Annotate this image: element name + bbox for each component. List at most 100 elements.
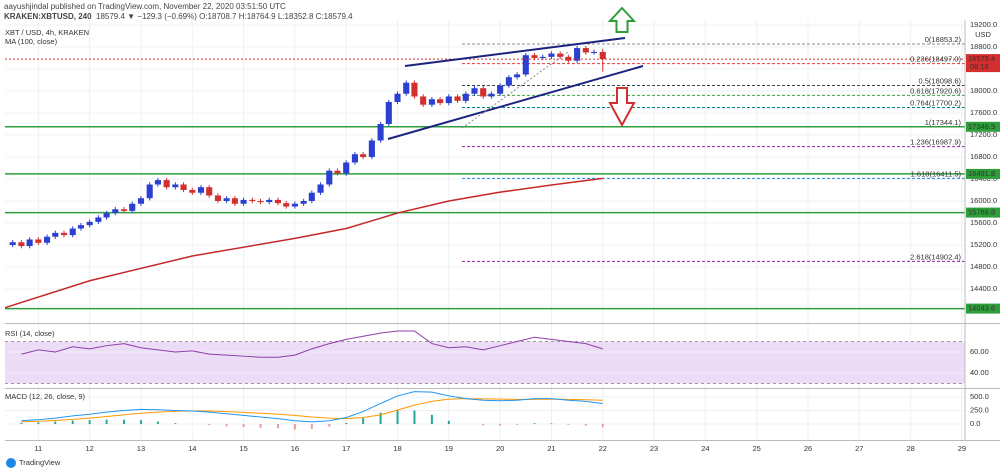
- histogram-bar: [276, 424, 279, 429]
- candle-body: [154, 180, 161, 185]
- fib-label: 0.236(18497.0): [910, 55, 961, 64]
- candle-body: [411, 82, 418, 97]
- published-line: aayushjindal published on TradingView.co…: [4, 2, 286, 11]
- signal-line: [21, 398, 603, 423]
- histogram-bar: [533, 423, 536, 425]
- histogram-bar: [123, 419, 126, 425]
- fib-trend-line: [461, 51, 569, 129]
- x-tick-label: 22: [599, 444, 607, 453]
- macd-line: [21, 391, 603, 423]
- candle-body: [428, 99, 435, 105]
- candle-body: [557, 53, 564, 57]
- symbol: KRAKEN:XBTUSD, 240: [4, 12, 92, 21]
- histogram-bar: [259, 424, 262, 428]
- candle-body: [223, 198, 230, 201]
- candle-body: [590, 51, 598, 53]
- currency-unit: USD: [975, 30, 991, 39]
- candle-body: [308, 192, 315, 201]
- y-tick-label: 40.00: [970, 368, 989, 377]
- histogram-bar: [328, 424, 331, 427]
- macd-title: MACD (12, 26, close, 9): [5, 392, 86, 401]
- candle-body: [9, 242, 16, 245]
- candle-body: [462, 93, 469, 101]
- y-tick-label: 14400.0: [970, 284, 997, 293]
- candle-body: [240, 199, 247, 204]
- x-tick-label: 13: [137, 444, 145, 453]
- histogram-bar: [174, 423, 177, 425]
- y-tick-label: 60.00: [970, 347, 989, 356]
- x-tick-label: 29: [958, 444, 966, 453]
- y-tick-label: 19200.0: [970, 20, 997, 29]
- candle-body: [351, 154, 358, 163]
- candle-body: [454, 96, 461, 101]
- countdown: 08:16: [970, 62, 989, 71]
- y-tick-label: 15200.0: [970, 240, 997, 249]
- candle-body: [420, 96, 427, 105]
- candle-body: [257, 200, 264, 203]
- candle-body: [582, 48, 589, 53]
- candle-body: [522, 55, 529, 75]
- grid: [5, 20, 965, 440]
- logo-icon: [6, 458, 16, 468]
- histogram-bar: [293, 424, 296, 430]
- candle-body: [172, 184, 179, 188]
- histogram-bar: [139, 420, 142, 425]
- last-price-box: [966, 54, 1000, 73]
- histogram-bar: [37, 422, 40, 425]
- candle-body: [146, 184, 153, 199]
- candle-body: [86, 221, 93, 226]
- candle-body: [283, 203, 290, 207]
- histogram-bar: [105, 419, 108, 425]
- level-box: [966, 168, 1000, 179]
- quote: 18579.4 ▼ −129.3 (−0.69%) O:18708.7 H:18…: [96, 12, 353, 21]
- candle-body: [300, 200, 307, 204]
- histogram-bar: [567, 424, 570, 425]
- candle-body: [189, 189, 196, 193]
- candle-body: [214, 195, 221, 201]
- y-tick-label: 16800.0: [970, 152, 997, 161]
- up-arrow: [607, 6, 637, 33]
- candle-body: [343, 162, 350, 174]
- candle-body: [291, 203, 298, 207]
- candle-body: [403, 82, 410, 94]
- candle-body: [326, 170, 333, 185]
- y-tick-label: 17600.0: [970, 108, 997, 117]
- candle-body: [69, 228, 76, 236]
- x-tick-label: 21: [547, 444, 555, 453]
- histogram-bar: [362, 418, 365, 425]
- histogram-bar: [499, 424, 502, 426]
- rsi-band: [5, 341, 965, 384]
- x-tick-label: 27: [855, 444, 863, 453]
- x-tick-label: 25: [753, 444, 761, 453]
- candle-body: [505, 77, 512, 86]
- candle-body: [480, 88, 487, 97]
- rsi-line: [21, 330, 603, 358]
- candle-body: [274, 199, 282, 204]
- candle-body: [574, 48, 581, 61]
- level-label: 14043.6: [968, 304, 995, 313]
- x-tick-label: 23: [650, 444, 658, 453]
- x-tick-label: 18: [393, 444, 401, 453]
- marks: [4, 43, 965, 430]
- candle-body: [77, 225, 84, 229]
- histogram-bar: [20, 422, 23, 425]
- candle-body: [197, 187, 205, 193]
- candle-body: [445, 96, 452, 104]
- fib-label: 1(17344.1): [925, 118, 962, 127]
- y-tick-label: 15600.0: [970, 218, 997, 227]
- last-price-label: 18579.4: [968, 54, 995, 63]
- y-tick-label: 18000.0: [970, 86, 997, 95]
- logo: TradingView: [19, 458, 61, 467]
- candle-body: [26, 239, 33, 247]
- ma-line: [4, 177, 603, 309]
- level-box: [966, 121, 1000, 132]
- x-tick-label: 24: [701, 444, 709, 453]
- candle-body: [488, 93, 495, 97]
- y-tick-label: 17200.0: [970, 130, 997, 139]
- candle-body: [317, 184, 324, 193]
- candle-body: [360, 154, 367, 157]
- y-tick-label: 16000.0: [970, 196, 997, 205]
- histogram-bar: [396, 409, 399, 425]
- candle-body: [394, 93, 401, 102]
- histogram-bar: [516, 424, 519, 425]
